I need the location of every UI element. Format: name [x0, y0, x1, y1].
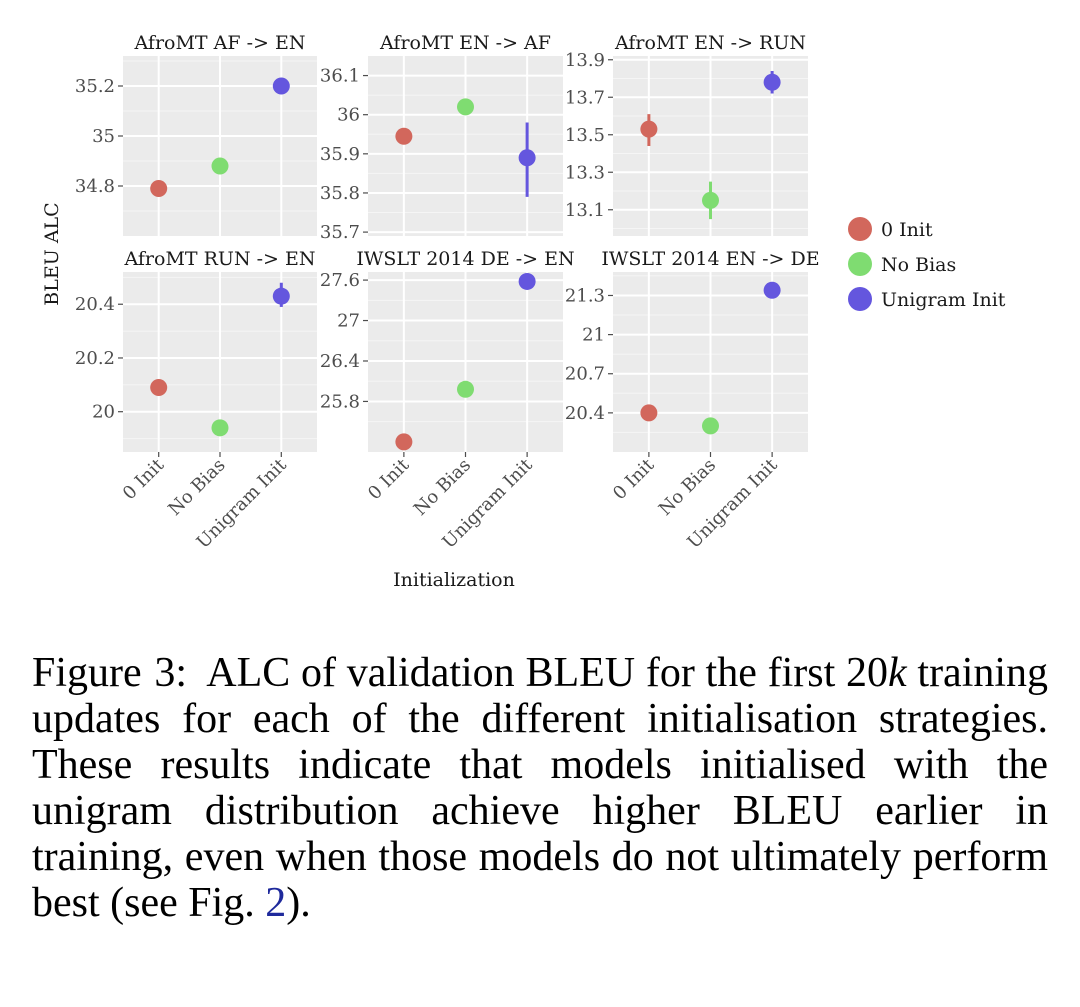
y-tick-label: 21	[582, 325, 605, 346]
panel-title: AfroMT RUN -> EN	[124, 248, 316, 270]
caption-text-3: training updates for each of the differe…	[32, 650, 1049, 834]
point-no-bias	[457, 98, 474, 116]
caption-text-4: earlier in training, even when those mod…	[32, 788, 1048, 926]
point-no-bias	[457, 380, 474, 398]
point-no-bias	[702, 191, 719, 209]
y-tick-label: 21.3	[565, 285, 605, 306]
point-0-init	[640, 120, 658, 138]
point-no-bias	[702, 417, 719, 435]
caption-bleu-1: BLEU	[525, 650, 636, 696]
y-tick-label: 27.6	[320, 270, 360, 291]
y-tick-label: 35.7	[320, 222, 360, 243]
y-tick-label: 25.8	[320, 391, 360, 412]
panel-afromt-en-run: 13.1 13.3 13.5 13.7 13.9 AfroMT EN -> RUN	[565, 32, 808, 236]
y-tick-label: 35.9	[320, 144, 360, 165]
caption-text-2: for the first 20	[645, 650, 888, 696]
x-tick-label: 0 Init	[609, 454, 659, 504]
point-0-init	[150, 180, 168, 197]
legend-key-no-bias	[848, 252, 872, 276]
figure-caption: Figure 3: ALC of validation BLEU for the…	[32, 650, 1048, 926]
y-tick-label: 35	[92, 126, 115, 147]
panel-afromt-en-af: 35.7 35.8 35.9 36 36.1 AfroMT EN -> AF	[320, 32, 563, 243]
y-tick-label: 20.4	[75, 294, 115, 315]
x-axis-title: Initialization	[393, 569, 515, 591]
panel-afromt-af-en: 34.8 35 35.2 AfroMT AF -> EN	[75, 32, 317, 236]
panel-title: AfroMT EN -> RUN	[614, 32, 806, 54]
y-tick-label: 27	[337, 311, 360, 332]
y-tick-label: 26.4	[320, 351, 360, 372]
caption-text-1: ALC of validation	[206, 650, 515, 696]
legend-key-0-init	[848, 217, 872, 241]
y-tick-label: 13.1	[565, 200, 605, 221]
caption-text-5: ).	[286, 880, 311, 926]
y-tick-label: 13.5	[565, 125, 605, 146]
y-tick-label: 13.9	[565, 50, 605, 71]
legend-label-unigram-init: Unigram Init	[881, 289, 1006, 311]
legend-key-unigram-init	[848, 287, 872, 311]
point-0-init	[640, 404, 658, 422]
point-unigram-init	[763, 281, 781, 299]
panel-title: AfroMT EN -> AF	[379, 32, 551, 54]
point-no-bias	[211, 419, 229, 437]
legend: 0 Init No Bias Unigram Init	[848, 217, 1006, 311]
caption-bleu-2: BLEU	[732, 788, 843, 834]
legend-label-no-bias: No Bias	[881, 254, 956, 276]
y-axis-title: BLEU ALC	[41, 202, 63, 305]
panel-title: IWSLT 2014 EN -> DE	[601, 248, 819, 270]
legend-entry-0-init: 0 Init	[848, 217, 933, 241]
caption-k: k	[888, 650, 907, 696]
figure-2-link[interactable]: 2	[265, 880, 287, 926]
legend-entry-unigram-init: Unigram Init	[848, 287, 1006, 311]
point-no-bias	[211, 157, 229, 175]
y-tick-label: 20.2	[75, 348, 115, 369]
y-tick-label: 20.4	[565, 403, 605, 424]
y-tick-label: 34.8	[75, 176, 115, 197]
y-tick-label: 20	[92, 402, 115, 423]
point-0-init	[395, 433, 413, 451]
caption-label: Figure 3:	[32, 650, 188, 696]
y-tick-label: 13.7	[565, 87, 605, 108]
point-0-init	[395, 127, 413, 145]
y-tick-label: 35.2	[75, 76, 115, 97]
y-tick-label: 20.7	[565, 364, 605, 385]
point-0-init	[150, 379, 168, 397]
y-tick-label: 36	[337, 105, 360, 126]
point-unigram-init	[518, 272, 536, 290]
y-tick-label: 35.8	[320, 183, 360, 204]
point-unigram-init	[518, 149, 536, 167]
point-unigram-init	[272, 77, 290, 95]
legend-entry-no-bias: No Bias	[848, 252, 956, 276]
panel-title: IWSLT 2014 DE -> EN	[356, 248, 574, 270]
y-tick-label: 36.1	[320, 66, 360, 87]
x-tick-label: 0 Init	[364, 454, 414, 504]
point-unigram-init	[763, 73, 781, 91]
panel-title: AfroMT AF -> EN	[134, 32, 306, 54]
legend-label-0-init: 0 Init	[881, 219, 933, 241]
point-unigram-init	[272, 287, 290, 305]
y-tick-label: 13.3	[565, 162, 605, 183]
x-tick-label: 0 Init	[119, 454, 169, 504]
